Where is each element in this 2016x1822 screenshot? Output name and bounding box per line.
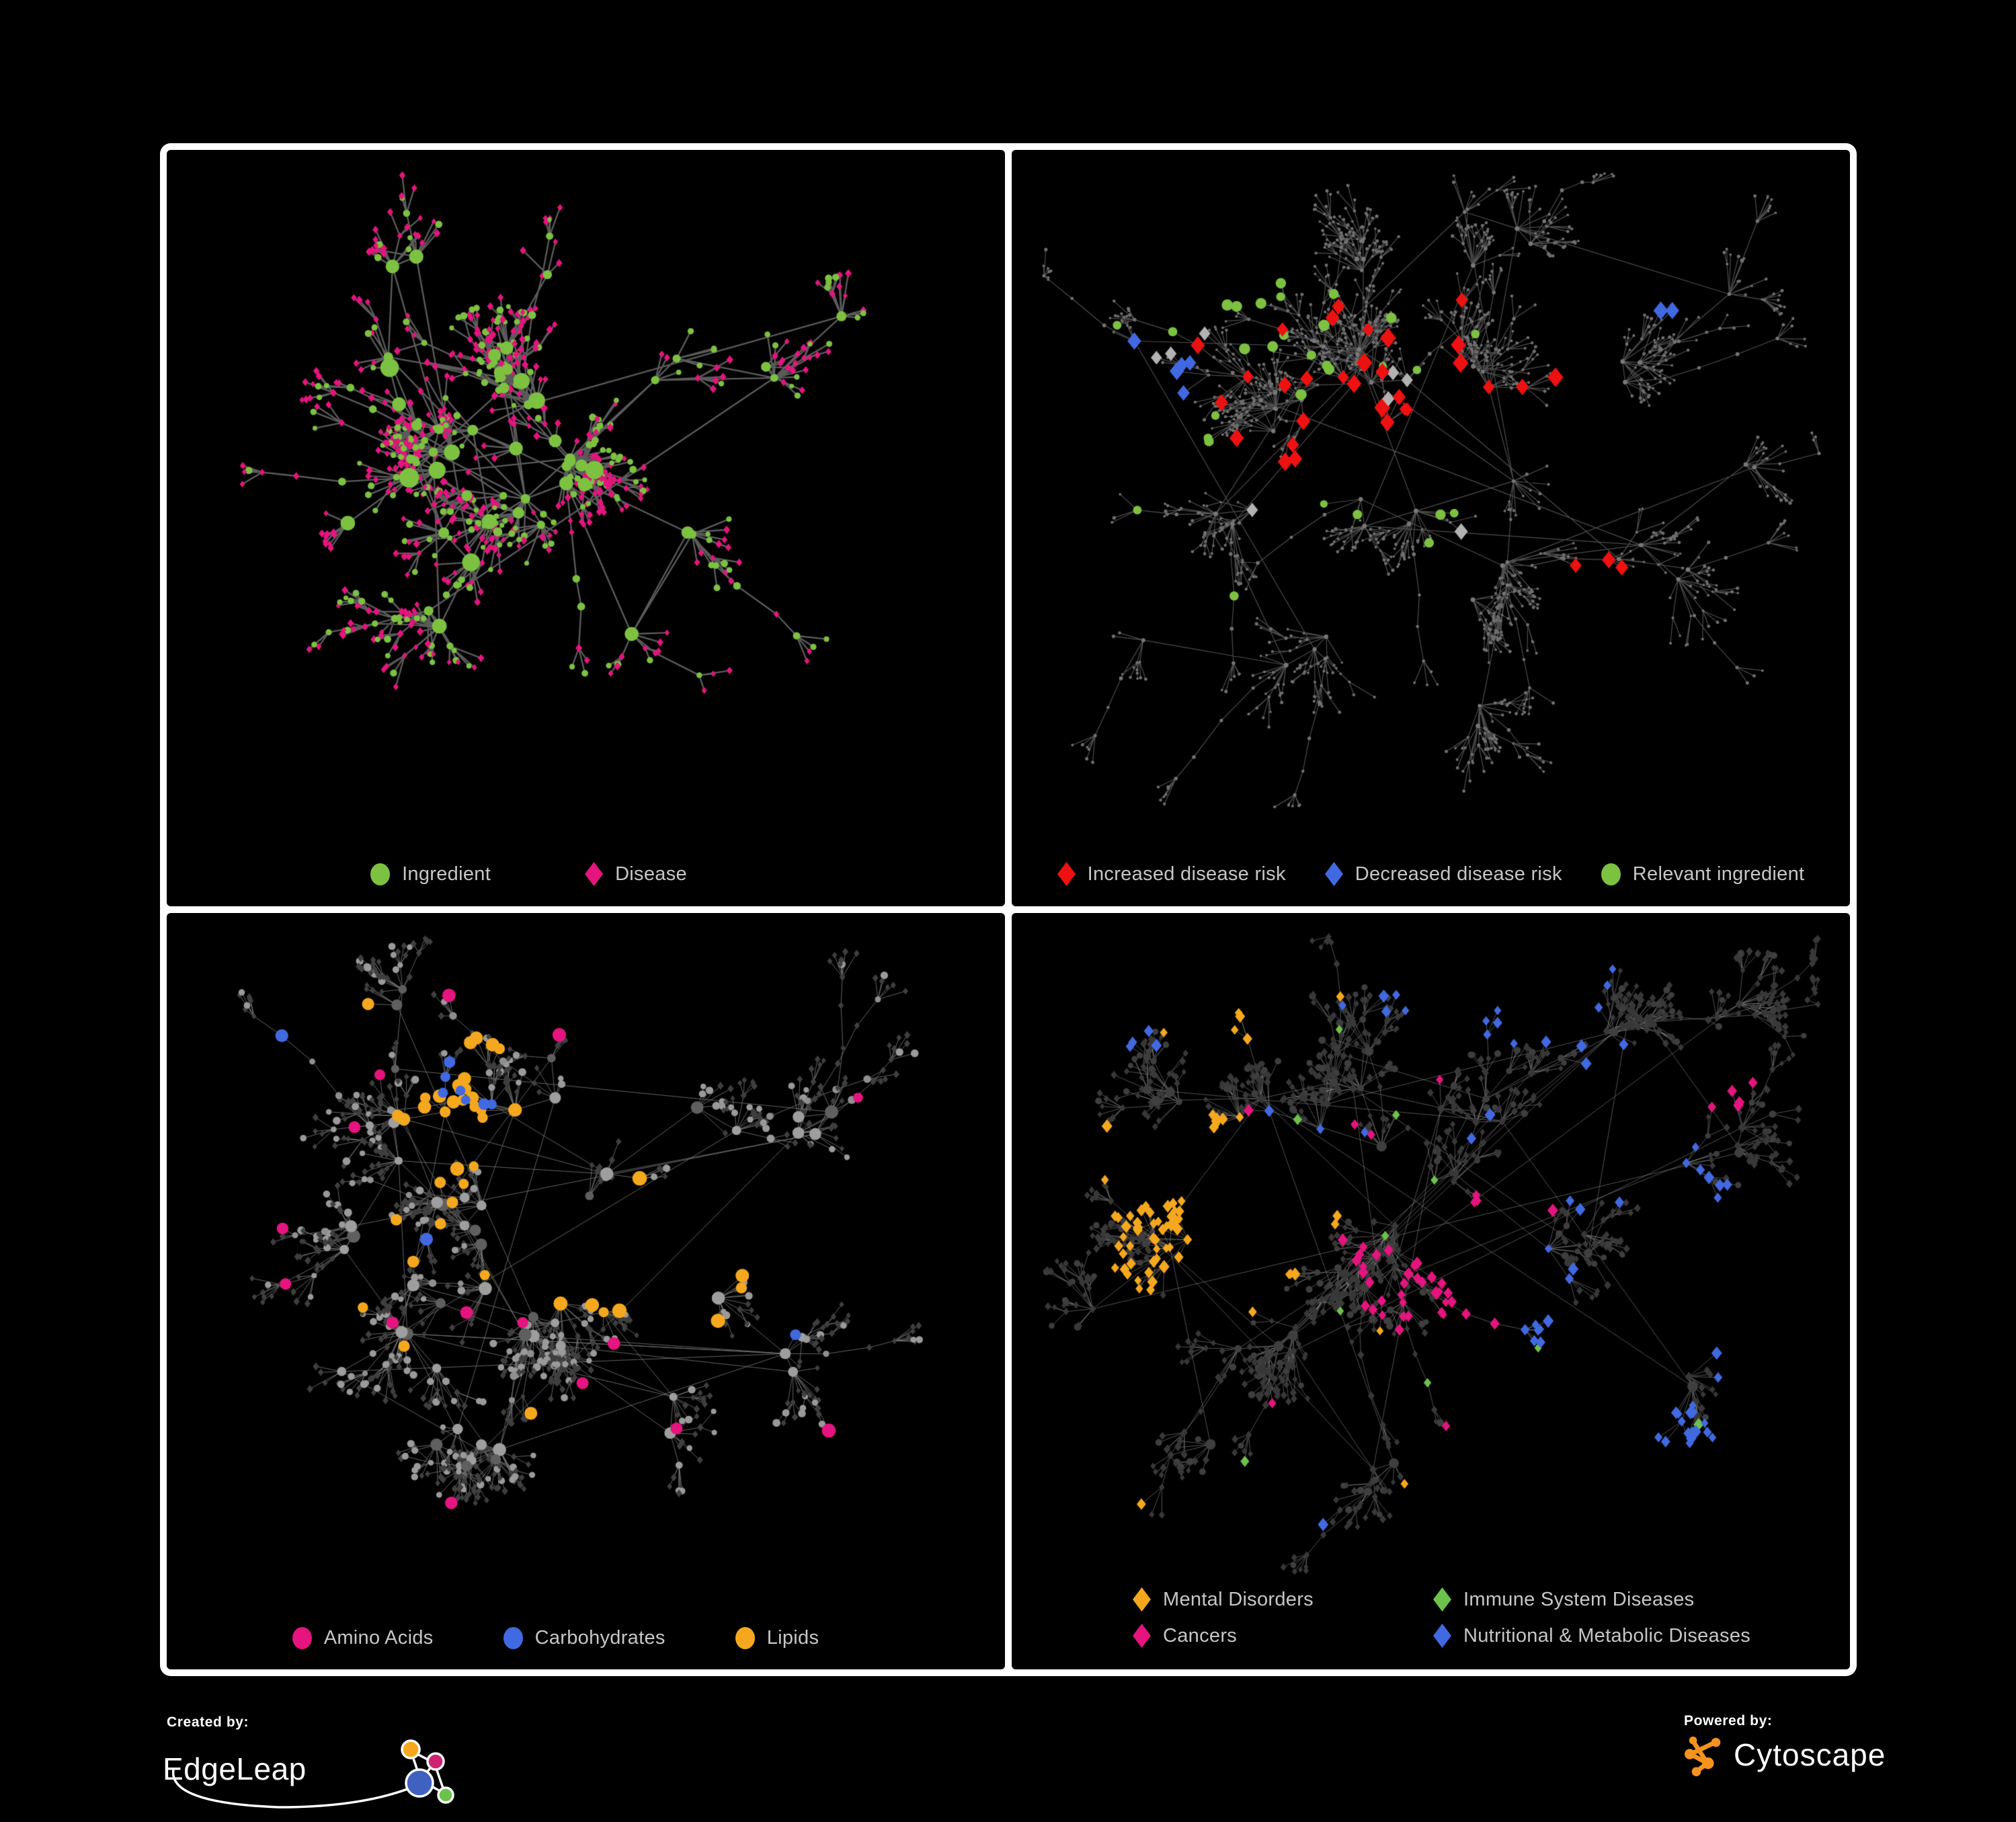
legend-nutrient-classes: Amino Acids Carbohydrates Lipids: [167, 1627, 975, 1649]
legend-label: Relevant ingredient: [1632, 863, 1805, 885]
legend-diamond-icon: [1057, 862, 1076, 886]
cytoscape-wordmark: Cytoscape: [1734, 1737, 1886, 1772]
panel-disease-risk: Increased disease risk Decreased disease …: [1012, 150, 1850, 906]
legend-label: Disease: [615, 863, 687, 885]
legend-diamond-icon: [1433, 1587, 1451, 1612]
legend-label: Decreased disease risk: [1355, 863, 1562, 885]
legend-circle-icon: [1601, 863, 1621, 885]
panel-ingredient-disease: Ingredient Disease: [167, 150, 1005, 906]
legend-diamond-icon: [1133, 1587, 1151, 1612]
powered-by-label: Powered by:: [1684, 1713, 1773, 1729]
legend-item-carbohydrates: Carbohydrates: [503, 1627, 666, 1649]
legend-item-increased-disease-risk: Increased disease risk: [1057, 862, 1286, 886]
legend-disease-risk: Increased disease risk Decreased disease …: [1012, 862, 1850, 886]
legend-circle-icon: [292, 1627, 312, 1649]
legend-item-relevant-ingredient: Relevant ingredient: [1601, 863, 1805, 885]
legend-item-immune-system-diseases: Immune System Diseases: [1433, 1587, 1750, 1612]
legend-label: Cancers: [1163, 1624, 1238, 1647]
legend-label: Amino Acids: [323, 1627, 434, 1649]
legend-label: Ingredient: [402, 863, 491, 885]
legend-item-amino-acids: Amino Acids: [292, 1627, 434, 1649]
legend-item-decreased-disease-risk: Decreased disease risk: [1324, 862, 1562, 886]
panel-grid: Ingredient Disease Increased disease risk…: [160, 143, 1857, 1676]
network-canvas-disease-risk: [1012, 150, 1850, 906]
legend-label: Mental Disorders: [1163, 1588, 1314, 1610]
legend-diamond-icon: [1324, 862, 1343, 886]
legend-ingredient-disease: Ingredient Disease: [167, 862, 948, 886]
network-canvas-ingredient-disease: [167, 150, 1005, 906]
panel-disease-classes: Mental Disorders Immune System Diseases Ca…: [1012, 913, 1850, 1669]
legend-item-ingredient: Ingredient: [370, 863, 491, 885]
legend-circle-icon: [370, 863, 391, 885]
legend-label: Immune System Diseases: [1463, 1588, 1695, 1610]
legend-diamond-icon: [1433, 1624, 1451, 1648]
legend-label: Lipids: [766, 1627, 819, 1649]
legend-item-nutritional-metabolic-diseases: Nutritional & Metabolic Diseases: [1433, 1624, 1750, 1648]
network-canvas-disease-classes: [1012, 913, 1850, 1669]
edgeleap-logo-icon: [171, 1739, 454, 1809]
legend-item-mental-disorders: Mental Disorders: [1133, 1587, 1392, 1612]
legend-item-disease: Disease: [585, 862, 687, 886]
legend-circle-icon: [735, 1627, 755, 1649]
legend-label: Increased disease risk: [1087, 863, 1286, 885]
cytoscape-logo-icon: [1684, 1736, 1721, 1776]
legend-item-lipids: Lipids: [735, 1627, 819, 1649]
legend-disease-classes: Mental Disorders Immune System Diseases Ca…: [1133, 1587, 1750, 1648]
legend-item-cancers: Cancers: [1133, 1624, 1392, 1648]
legend-diamond-icon: [1133, 1624, 1151, 1648]
legend-circle-icon: [503, 1627, 523, 1649]
created-by-block: Created by: EdgeLeap: [163, 1714, 489, 1810]
powered-by-block: Powered by: Cytoscape: [1684, 1713, 1886, 1776]
legend-label: Nutritional & Metabolic Diseases: [1463, 1624, 1751, 1647]
edgeleap-wordmark: EdgeLeap: [163, 1751, 307, 1786]
network-canvas-nutrient-classes: [167, 913, 1005, 1669]
created-by-label: Created by:: [167, 1714, 249, 1730]
panel-nutrient-classes: Amino Acids Carbohydrates Lipids: [167, 913, 1005, 1669]
legend-diamond-icon: [585, 862, 604, 886]
legend-label: Carbohydrates: [534, 1627, 666, 1649]
